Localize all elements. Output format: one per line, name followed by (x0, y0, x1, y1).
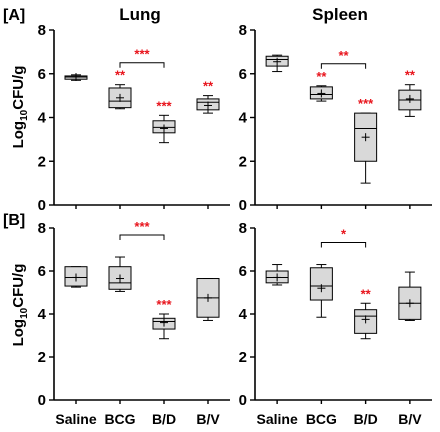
y-axis-label-top: Log10CFU/g (10, 66, 30, 149)
y-tick-label: 4 (38, 306, 47, 323)
y-tick-label: 8 (239, 220, 247, 237)
comparison-bracket (119, 234, 165, 241)
box-bcg (309, 267, 333, 301)
x-tick-label: B/D (354, 411, 378, 427)
y-axis-label-bottom: Log10CFU/g (10, 264, 30, 347)
bracket-significance: ** (338, 48, 349, 63)
y-tick-label: 6 (38, 263, 46, 280)
significance-star: ** (316, 69, 327, 84)
row-tag-b: [B] (3, 212, 25, 229)
significance-star: *** (156, 297, 172, 312)
y-tick-label: 2 (38, 153, 46, 170)
x-tick-label: B/V (398, 411, 422, 427)
row-tag-a: [A] (3, 7, 25, 24)
y-tick-label: 4 (239, 306, 248, 323)
y-tick-label: 4 (38, 110, 47, 127)
x-tick-label: BCG (104, 411, 135, 427)
bracket-significance: * (341, 227, 347, 242)
significance-star: ** (361, 286, 372, 301)
comparison-bracket (119, 62, 165, 68)
y-tick-label: 8 (239, 22, 247, 39)
y-tick-label: 4 (239, 110, 248, 127)
y-tick-label: 0 (239, 392, 247, 409)
x-tick-label: BCG (306, 411, 337, 427)
significance-star: *** (358, 96, 374, 111)
bracket-significance: *** (134, 47, 150, 62)
y-tick-label: 0 (38, 197, 46, 214)
panel-title-spleen: Spleen (312, 5, 368, 24)
y-tick-label: 8 (38, 220, 46, 237)
y-tick-label: 6 (38, 66, 46, 83)
x-tick-label: Saline (257, 411, 298, 427)
panel-b-lung: 0 2 4 6 8 Saline BCG B/D B/V *** *** (38, 219, 230, 427)
significance-star: ** (405, 68, 416, 83)
y-tick-label: 2 (38, 349, 46, 366)
comparison-bracket (320, 242, 367, 248)
significance-star: *** (156, 98, 172, 113)
comparison-bracket (320, 63, 367, 69)
y-tick-label: 2 (239, 349, 247, 366)
y-tick-label: 6 (239, 66, 247, 83)
x-tick-label: B/V (196, 411, 220, 427)
significance-star: ** (115, 68, 126, 83)
x-tick-label: Saline (55, 411, 96, 427)
significance-star: ** (203, 79, 214, 94)
y-tick-label: 0 (38, 392, 46, 409)
x-tick-label: B/D (152, 411, 176, 427)
y-tick-label: 2 (239, 153, 247, 170)
y-tick-label: 6 (239, 263, 247, 280)
y-tick-label: 8 (38, 22, 46, 39)
y-tick-label: 0 (239, 197, 247, 214)
panel-title-lung: Lung (119, 5, 161, 24)
bracket-significance: *** (134, 219, 150, 234)
